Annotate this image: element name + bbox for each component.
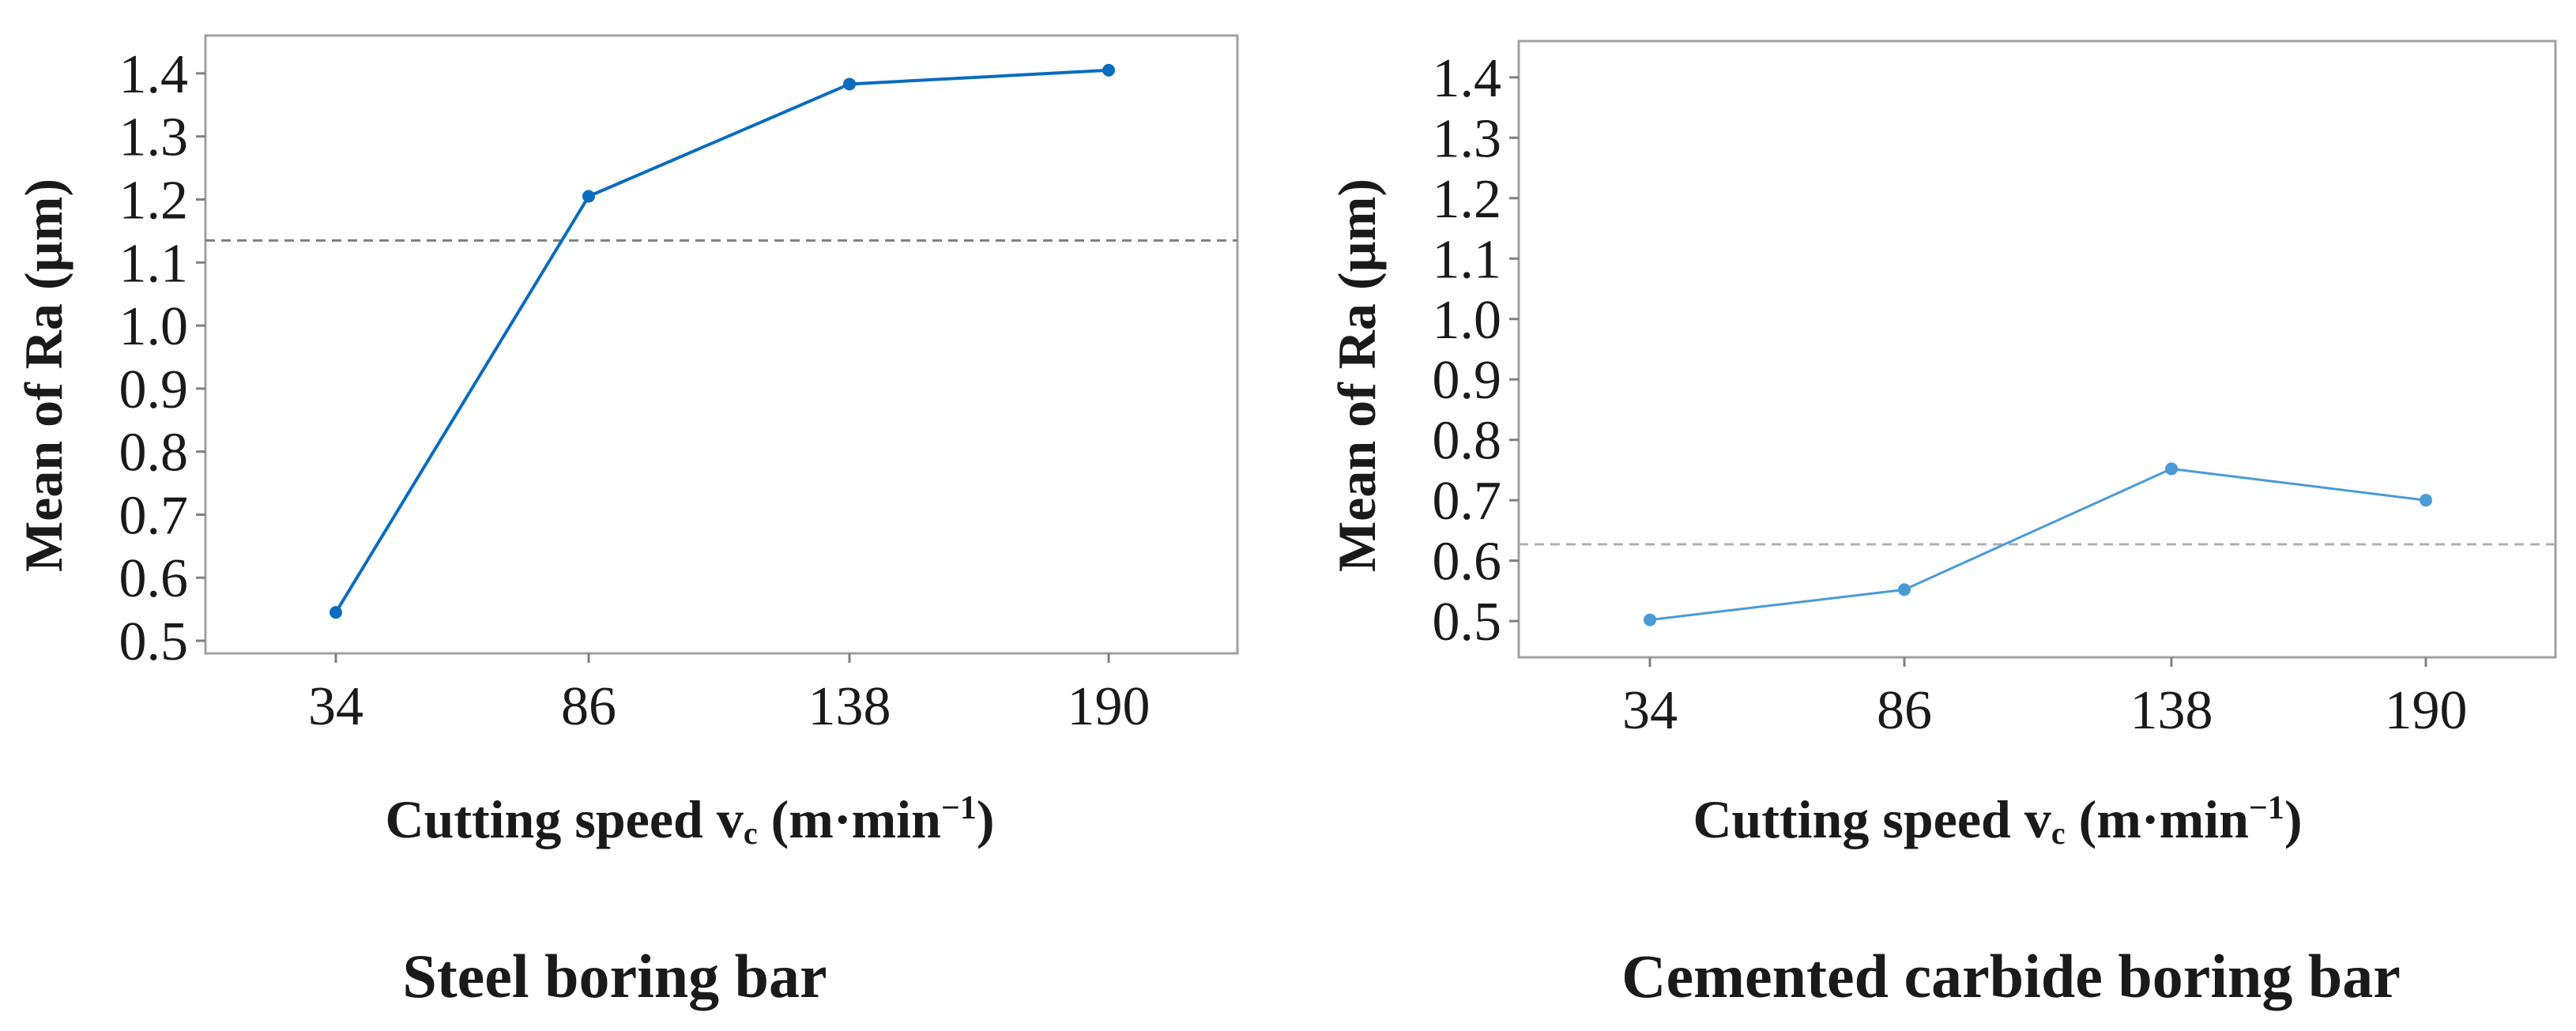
y-tick-label: 0.8 [119, 423, 189, 484]
series-line [1649, 467, 2427, 622]
x-axis-title-subscript: c [744, 815, 758, 851]
y-axis-ticks: 0.50.60.70.80.91.01.11.21.31.4 [119, 44, 205, 672]
x-tick-label: 34 [308, 676, 363, 737]
y-axis-title: Mean of Ra (µm) [13, 179, 73, 572]
y-tick-label: 0.6 [1433, 532, 1502, 593]
y-tick-label: 0.7 [119, 485, 189, 546]
y-tick-label: 1.3 [1433, 108, 1502, 169]
chart-title: Cemented carbide boring bar [1621, 942, 2401, 1010]
x-axis-title-close: ) [977, 789, 995, 849]
y-tick-label: 1.2 [1433, 169, 1502, 230]
panel-cemented-carbide: 0.50.60.70.80.91.01.11.21.31.4 34 86 138 19… [1327, 40, 2557, 1010]
data-points [1644, 462, 2432, 627]
y-tick-label: 1.2 [119, 170, 189, 231]
x-axis-title-main: Cutting speed v [1693, 789, 2051, 849]
x-axis-title: Cutting speed vc (m·min−1) [385, 789, 994, 851]
y-tick-label: 1.1 [119, 233, 189, 294]
y-tick-label: 1.0 [119, 296, 189, 357]
data-points [330, 63, 1115, 619]
x-tick-label: 86 [561, 676, 616, 737]
data-point [2165, 462, 2178, 476]
y-tick-label: 0.9 [1433, 350, 1502, 411]
panel-steel: 0.50.60.70.80.91.01.11.21.31.4 34 86 138 19… [13, 34, 1239, 1010]
y-tick-label: 0.8 [1433, 411, 1502, 472]
data-point [330, 606, 342, 619]
x-axis-title-subscript: c [2051, 815, 2066, 851]
y-tick-label: 1.4 [1433, 48, 1502, 109]
x-tick-label: 138 [808, 676, 891, 737]
y-axis-title: Mean of Ra (µm) [1327, 179, 1387, 572]
x-axis-title-unit: (m·min [758, 789, 941, 849]
y-tick-label: 0.6 [119, 548, 189, 609]
x-axis-title-close: ) [2284, 789, 2303, 849]
y-tick-label: 1.1 [1433, 229, 1502, 290]
x-tick-label: 86 [1877, 680, 1932, 741]
x-axis-title-superscript: −1 [941, 790, 977, 826]
data-point [582, 190, 595, 203]
x-tick-label: 190 [1068, 676, 1151, 737]
data-point [1102, 63, 1115, 77]
x-tick-label: 138 [2130, 680, 2213, 741]
x-axis-ticks: 34 86 138 190 [308, 653, 1151, 737]
y-tick-label: 0.5 [1433, 592, 1502, 653]
data-point [1644, 613, 1656, 627]
y-tick-label: 1.0 [1433, 290, 1502, 351]
x-axis-title: Cutting speed vc (m·min−1) [1693, 789, 2302, 851]
y-tick-label: 0.5 [119, 611, 189, 672]
x-axis-title-superscript: −1 [2249, 790, 2284, 826]
series-line [334, 68, 1109, 614]
data-point [1898, 583, 1911, 596]
x-tick-label: 34 [1622, 680, 1678, 741]
y-axis-ticks: 0.50.60.70.80.91.01.11.21.31.4 [1433, 48, 1519, 653]
plot-frame [204, 34, 1239, 655]
data-point [2420, 494, 2432, 507]
data-point [843, 77, 856, 91]
x-tick-label: 190 [2385, 680, 2468, 741]
x-axis-ticks: 34 86 138 190 [1622, 657, 2468, 741]
y-tick-label: 1.3 [119, 107, 189, 168]
y-tick-label: 1.4 [119, 44, 189, 105]
x-axis-title-unit: (m·min [2066, 789, 2249, 849]
x-axis-title-main: Cutting speed v [385, 789, 743, 849]
plot-frame [1517, 40, 2557, 659]
y-tick-label: 0.7 [1433, 471, 1502, 532]
y-tick-label: 0.9 [119, 359, 189, 420]
chart-title: Steel boring bar [402, 942, 827, 1010]
